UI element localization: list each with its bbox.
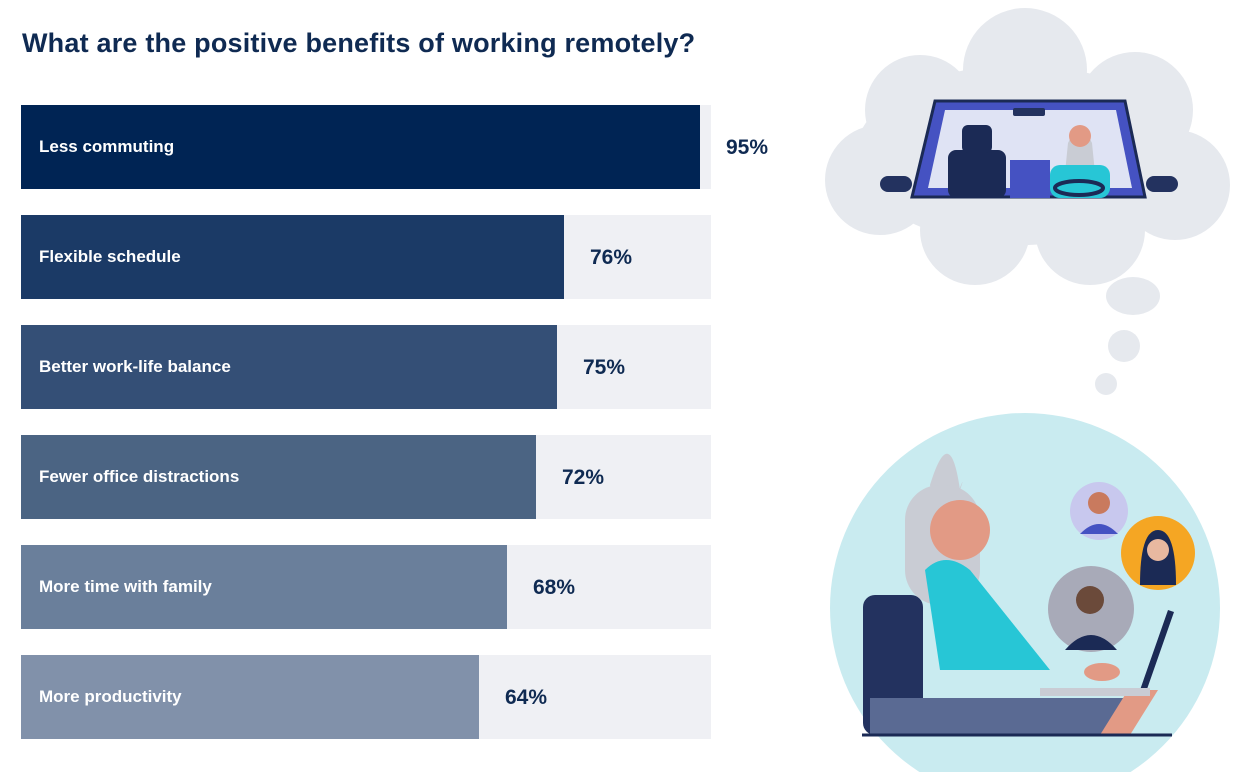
bar-category-label: More time with family: [39, 577, 212, 596]
bar-category-label: Better work-life balance: [39, 357, 231, 376]
bar-category-label: More productivity: [39, 687, 182, 706]
bar: [21, 545, 507, 629]
bar-track: Less commuting 95%: [21, 105, 768, 189]
bar: [21, 105, 700, 189]
bar-track: More time with family 68%: [21, 545, 711, 629]
bar: [21, 435, 536, 519]
bar-track: Flexible schedule 76%: [21, 215, 711, 299]
bar-value-label: 68%: [533, 576, 576, 599]
bar-category-label: Flexible schedule: [39, 247, 181, 266]
bar-chart: Less commuting 95% Flexible schedule 76% Bet…: [21, 105, 768, 765]
bar-track: Fewer office distractions 72%: [21, 435, 711, 519]
remote-work-illustration: [825, 8, 1230, 772]
bar-value-label: 72%: [562, 466, 605, 489]
bar-track: More productivity 64%: [21, 655, 711, 739]
bar: [21, 655, 479, 739]
chart-title: What are the positive benefits of workin…: [22, 28, 696, 58]
bar: [21, 215, 564, 299]
bar-value-label: 95%: [726, 136, 769, 159]
video-call-avatar-icon: [1048, 482, 1195, 652]
bar-value-label: 76%: [590, 246, 633, 269]
woman-at-laptop-icon: [830, 413, 1220, 772]
car-windshield-icon: [880, 99, 1178, 199]
bar: [21, 325, 557, 409]
thought-cloud-icon: [825, 8, 1230, 395]
bar-category-label: Fewer office distractions: [39, 467, 240, 486]
bar-track: Better work-life balance 75%: [21, 325, 711, 409]
bar-value-label: 64%: [505, 686, 548, 709]
bar-category-label: Less commuting: [39, 137, 175, 156]
bar-value-label: 75%: [583, 356, 626, 379]
